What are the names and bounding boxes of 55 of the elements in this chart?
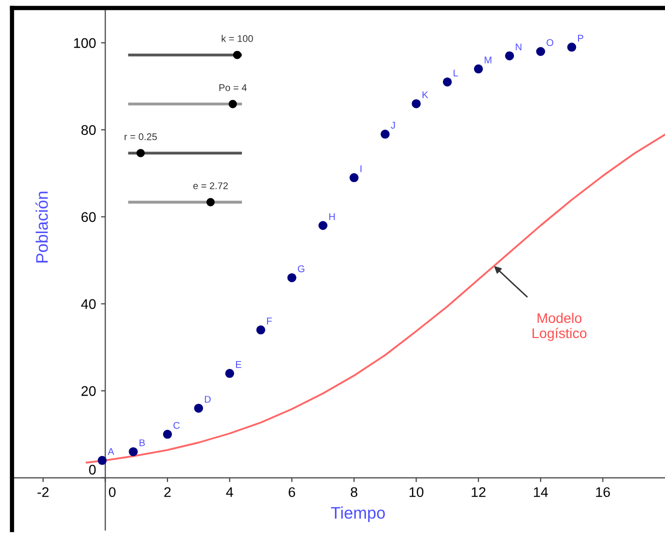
- point: [412, 99, 421, 108]
- x-tick-label: 10: [410, 487, 424, 498]
- point: [350, 173, 359, 182]
- y-tick-label: 40: [81, 299, 96, 309]
- point: [256, 325, 266, 334]
- annotation: O: [546, 39, 554, 46]
- y-tick-label: 100: [74, 38, 96, 48]
- point: [287, 273, 296, 282]
- point: [98, 456, 107, 465]
- annotation: B: [140, 439, 145, 446]
- x-tick-label: 4: [226, 487, 234, 497]
- annotation: L: [454, 70, 458, 76]
- x-tick-label: -2: [38, 487, 49, 497]
- point: [225, 368, 234, 378]
- annotation: N: [516, 44, 522, 50]
- annotation: I: [360, 165, 362, 172]
- y-tick-label: 20: [82, 386, 96, 396]
- annotation: E: [236, 361, 242, 368]
- y-tick-label: 60: [82, 212, 96, 222]
- point: [442, 77, 452, 86]
- y-tick-label: 80: [81, 125, 96, 135]
- point: [318, 221, 328, 230]
- point: [128, 447, 138, 456]
- y-axis-title: Población: [35, 192, 48, 262]
- point: [536, 47, 546, 56]
- annotation: Po = 4: [219, 84, 247, 92]
- x-axis-title: Tiempo: [330, 506, 385, 522]
- annotation: F: [267, 318, 272, 324]
- x-tick-label: 12: [472, 487, 486, 497]
- annotation: r = 0.25: [124, 133, 157, 140]
- x-tick-label: 8: [350, 487, 358, 498]
- point: [194, 404, 204, 413]
- annotation: D: [204, 396, 211, 403]
- annotation: C: [174, 422, 180, 429]
- point: [162, 430, 172, 439]
- annotation: k = 100: [222, 34, 253, 42]
- point: [474, 64, 483, 74]
- x-tick-label: 14: [534, 487, 548, 497]
- annotation: H: [329, 213, 335, 220]
- x-tick-label: 2: [164, 487, 171, 497]
- point: [567, 42, 576, 52]
- x-tick-label: 16: [596, 487, 610, 498]
- annotation: P: [578, 34, 584, 42]
- x-tick-label: 6: [288, 487, 296, 498]
- x-tick-label: 0: [108, 487, 116, 498]
- annotation: Modelo Logístico: [532, 312, 586, 341]
- point: [380, 130, 390, 139]
- point: [505, 51, 514, 60]
- annotation: e = 2.72: [193, 182, 228, 190]
- annotation: A: [108, 448, 114, 455]
- annotation: J: [390, 122, 395, 129]
- annotation: K: [422, 91, 428, 98]
- annotation: G: [298, 265, 304, 272]
- y-tick-label: 0: [89, 464, 96, 475]
- annotation: M: [484, 56, 492, 64]
